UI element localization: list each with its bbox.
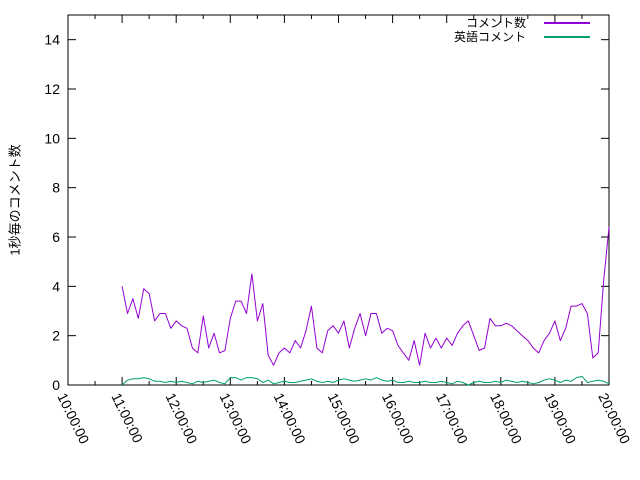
legend-line-sample-green	[544, 36, 590, 38]
y-axis-tick-label: 4	[52, 278, 60, 294]
x-axis-tick-label: 13:00:00	[217, 390, 255, 446]
y-axis-title: 1秒毎のコメント数	[7, 144, 23, 256]
plot-border	[67, 14, 610, 386]
legend-item-english-comments: 英語コメント	[454, 30, 590, 44]
x-axis-tick-label: 12:00:00	[163, 390, 201, 446]
y-axis-tick-label: 0	[52, 377, 60, 393]
y-axis-tick-label: 2	[52, 328, 60, 344]
x-axis-tick-label: 17:00:00	[433, 390, 471, 446]
series-line-1	[121, 375, 610, 386]
x-axis-tick-label: 10:00:00	[54, 390, 92, 446]
y-axis-tick-label: 10	[44, 130, 60, 146]
legend-line-sample-purple	[544, 22, 590, 24]
x-axis-tick-label: 15:00:00	[325, 390, 363, 446]
x-axis-tick-label: 14:00:00	[271, 390, 309, 446]
x-axis-tick-label: 20:00:00	[595, 390, 633, 446]
x-axis-tick-label: 19:00:00	[541, 390, 579, 446]
legend: コメント数 英語コメント	[454, 16, 590, 44]
y-axis-tick-label: 8	[52, 180, 60, 196]
legend-label-comment-count: コメント数	[465, 16, 526, 30]
series-line-0	[121, 227, 610, 366]
legend-item-comment-count: コメント数	[454, 16, 590, 30]
x-axis-tick-label: 11:00:00	[108, 390, 146, 445]
x-axis-tick-label: 16:00:00	[379, 390, 417, 446]
y-axis-tick-label: 12	[44, 81, 60, 97]
legend-label-english-comments: 英語コメント	[453, 30, 526, 44]
x-axis-tick-label: 18:00:00	[487, 390, 525, 446]
y-axis-tick-label: 14	[44, 32, 60, 48]
y-axis-tick-label: 6	[52, 229, 60, 245]
